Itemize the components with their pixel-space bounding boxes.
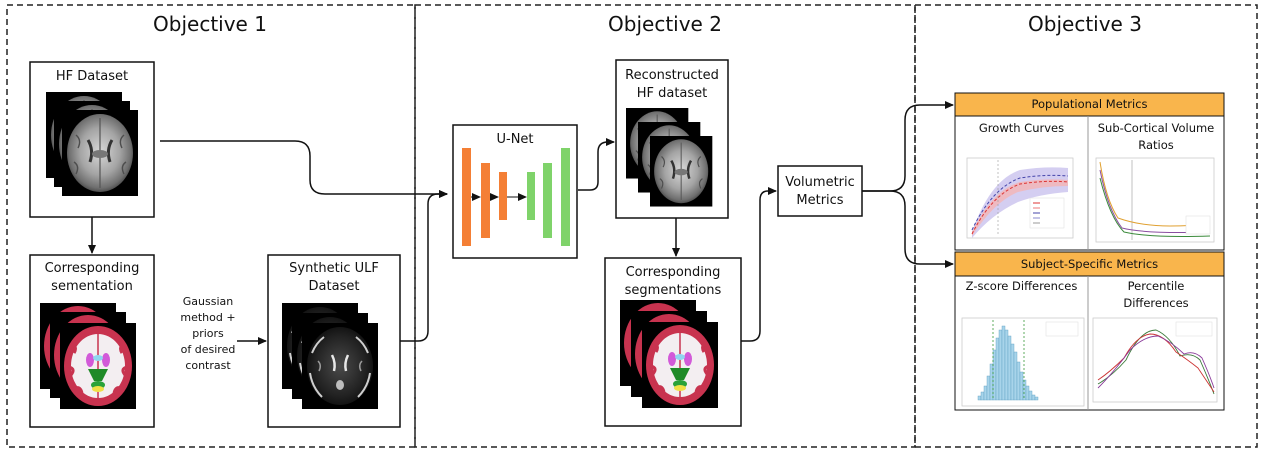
segmentation-stack bbox=[38, 301, 138, 411]
recon-label-line2: HF dataset bbox=[636, 86, 708, 101]
method-line-2: method + bbox=[180, 311, 236, 324]
unet-label: U-Net bbox=[496, 132, 534, 147]
zscore-title: Z-score Differences bbox=[965, 279, 1078, 293]
objective-2-title: Objective 2 bbox=[608, 12, 722, 36]
seg-label-line1: Corresponding bbox=[44, 261, 140, 276]
seg-to-volumetric-arrow bbox=[741, 187, 777, 342]
method-line-5: contrast bbox=[185, 359, 231, 372]
percentile-title-line1: Percentile bbox=[1127, 279, 1185, 293]
subject-header bbox=[954, 251, 1225, 277]
vol-label-line2: Metrics bbox=[796, 193, 844, 208]
unet-diagram bbox=[462, 148, 570, 246]
hf-dataset-label: HF Dataset bbox=[55, 69, 129, 84]
populational-title: Populational Metrics bbox=[1031, 97, 1148, 111]
hf-to-unet-arrow bbox=[160, 140, 448, 198]
volumetric-metrics-box bbox=[777, 165, 863, 217]
synthetic-ulf-stack bbox=[280, 301, 380, 411]
ulf-label-line1: Synthetic ULF bbox=[289, 261, 379, 276]
subcortical-plot bbox=[1095, 157, 1215, 243]
reconstructed-stack bbox=[624, 106, 714, 208]
hf-dataset-stack bbox=[44, 90, 140, 198]
objective-1-title: Objective 1 bbox=[153, 12, 267, 36]
unet-to-recon-arrow bbox=[578, 138, 615, 191]
vol-to-populational-arrow bbox=[862, 101, 954, 192]
objective-3-panel bbox=[914, 4, 1258, 448]
objective-2-panel bbox=[414, 4, 916, 448]
unet-box bbox=[452, 124, 578, 259]
percentile-plot bbox=[1092, 317, 1218, 403]
growth-curves-title: Growth Curves bbox=[978, 121, 1065, 135]
ulf-to-unet-arrow bbox=[400, 190, 448, 342]
recon-label-line1: Reconstructed bbox=[625, 68, 719, 83]
vol-to-subject-arrow bbox=[862, 190, 954, 268]
subject-title: Subject-Specific Metrics bbox=[1020, 257, 1159, 271]
segs-label-line2: segmentations bbox=[624, 283, 722, 298]
seg-label-line2: sementation bbox=[51, 279, 133, 294]
ulf-label-line2: Dataset bbox=[308, 279, 360, 294]
vol-label-line1: Volumetric bbox=[785, 175, 855, 190]
subcortical-title-line2: Ratios bbox=[1138, 138, 1174, 152]
method-line-1: Gaussian bbox=[182, 295, 234, 308]
objective-3-title: Objective 3 bbox=[1028, 12, 1142, 36]
objective-1-panel bbox=[6, 4, 416, 448]
growth-curves-plot bbox=[966, 157, 1074, 239]
zscore-histogram bbox=[961, 317, 1085, 407]
method-line-3: priors bbox=[192, 327, 224, 340]
percentile-title-line2: Differences bbox=[1123, 296, 1189, 310]
method-line-4: of desired bbox=[180, 343, 236, 356]
segs-label-line1: Corresponding bbox=[625, 265, 721, 280]
subcortical-title-line1: Sub-Cortical Volume bbox=[1097, 121, 1215, 135]
segmentations-stack bbox=[618, 298, 720, 410]
